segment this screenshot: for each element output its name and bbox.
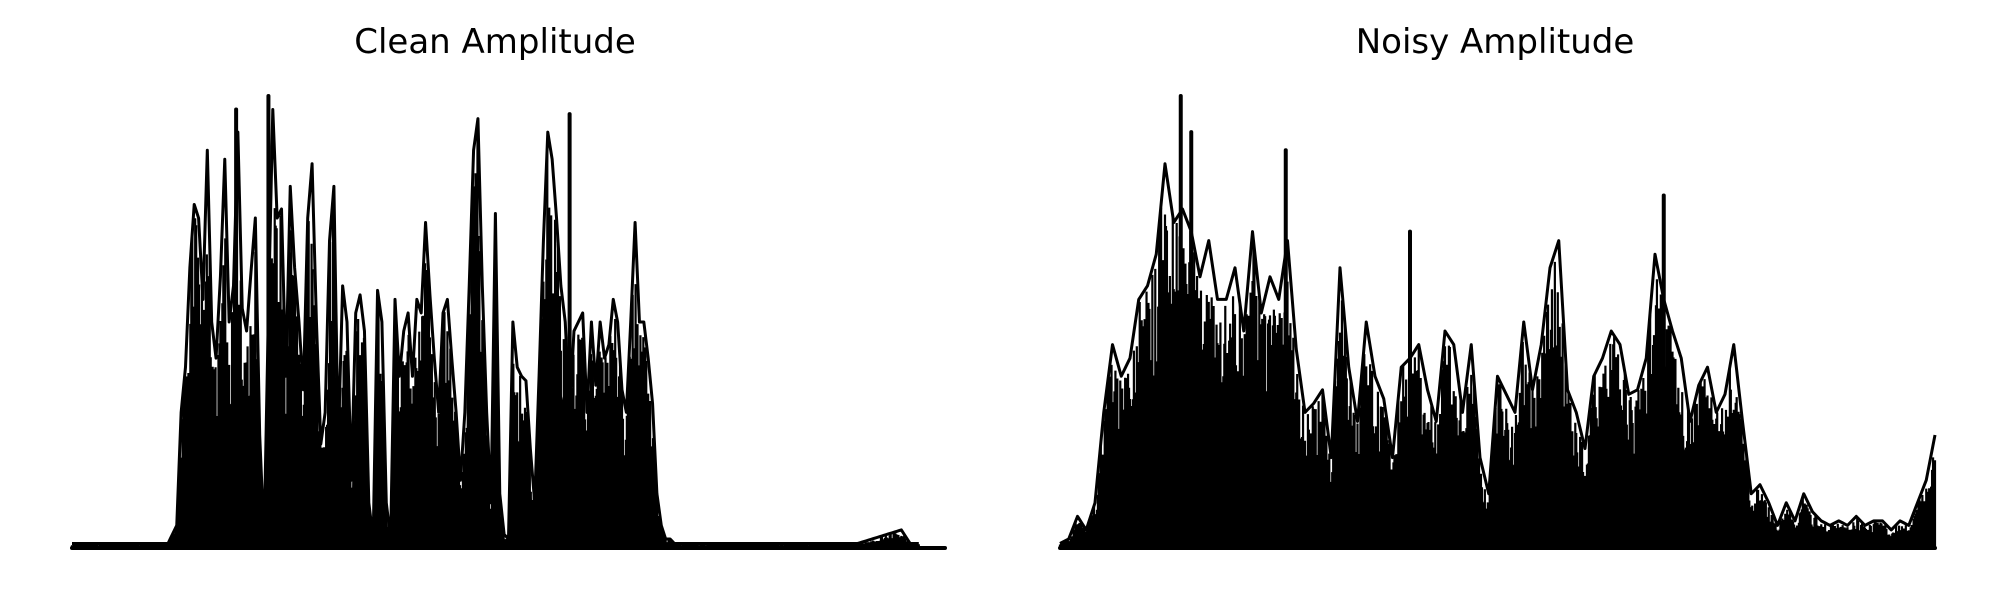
- noisy-waveform-core: [1060, 317, 1935, 548]
- chart-title-noisy: Noisy Amplitude: [1355, 22, 1635, 62]
- noisy-amplitude-panel: Noisy Amplitude: [1000, 0, 2000, 600]
- clean-amplitude-plot: [70, 94, 947, 550]
- noisy-envelope-line: [1059, 162, 1937, 545]
- clean-envelope-line: [72, 108, 919, 545]
- clean-amplitude-panel: Clean Amplitude: [70, 22, 947, 550]
- noisy-amplitude-plot: [1058, 94, 1937, 550]
- clean-waveform-core: [72, 284, 919, 548]
- chart-title-clean: Clean Amplitude: [354, 22, 636, 62]
